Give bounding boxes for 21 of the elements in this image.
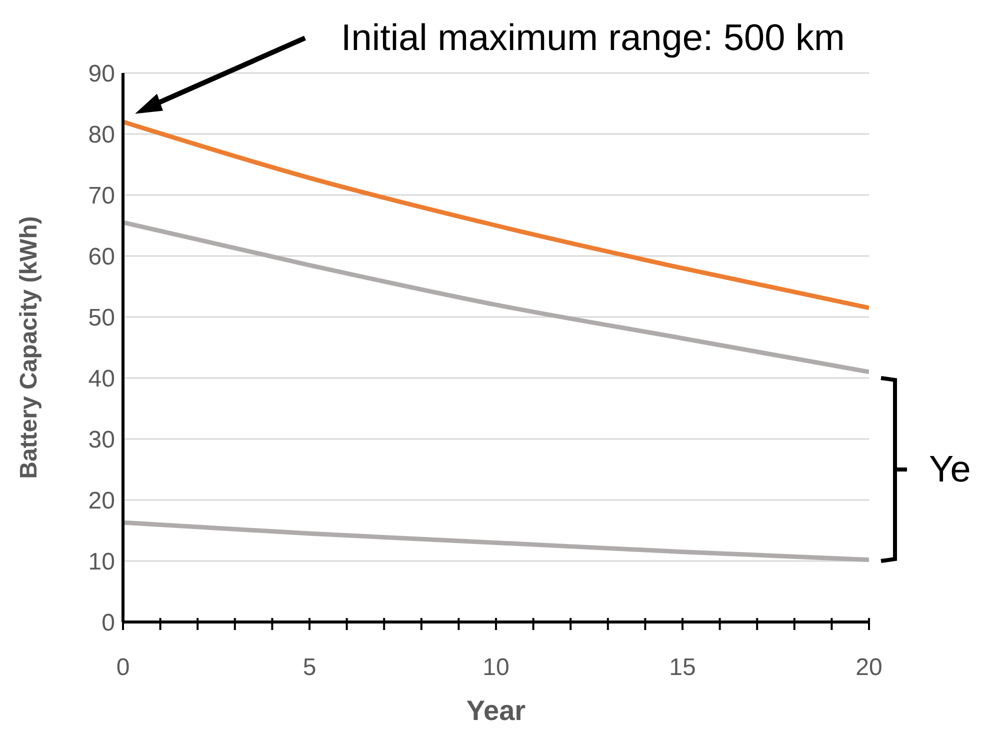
y-tick-label: 0 bbox=[102, 610, 115, 637]
y-tick-label: 60 bbox=[88, 244, 115, 271]
x-tick-label: 20 bbox=[856, 654, 882, 681]
y-tick-label: 90 bbox=[88, 60, 115, 88]
y-tick-label: 50 bbox=[88, 304, 115, 332]
x-tick-label: 15 bbox=[669, 654, 696, 681]
text: Ye bbox=[929, 448, 971, 490]
y-tick-label: 70 bbox=[88, 182, 115, 210]
y-tick-label: 40 bbox=[88, 366, 115, 393]
y-tick-label: 10 bbox=[88, 548, 115, 576]
line-series bbox=[123, 520, 869, 562]
line-series bbox=[123, 220, 869, 374]
x-axis-title: Year bbox=[466, 695, 526, 726]
x-tick-label: 10 bbox=[482, 654, 510, 681]
line-series bbox=[123, 120, 869, 310]
y-axis-title: Battery Capacity (kWh) bbox=[16, 216, 43, 479]
x-tick-label: 5 bbox=[302, 654, 316, 681]
y-tick-label: 80 bbox=[88, 122, 115, 149]
text: Initial maximum range: 500 km bbox=[341, 17, 845, 58]
y-tick-label: 30 bbox=[88, 426, 115, 454]
y-tick-label: 20 bbox=[88, 488, 115, 515]
